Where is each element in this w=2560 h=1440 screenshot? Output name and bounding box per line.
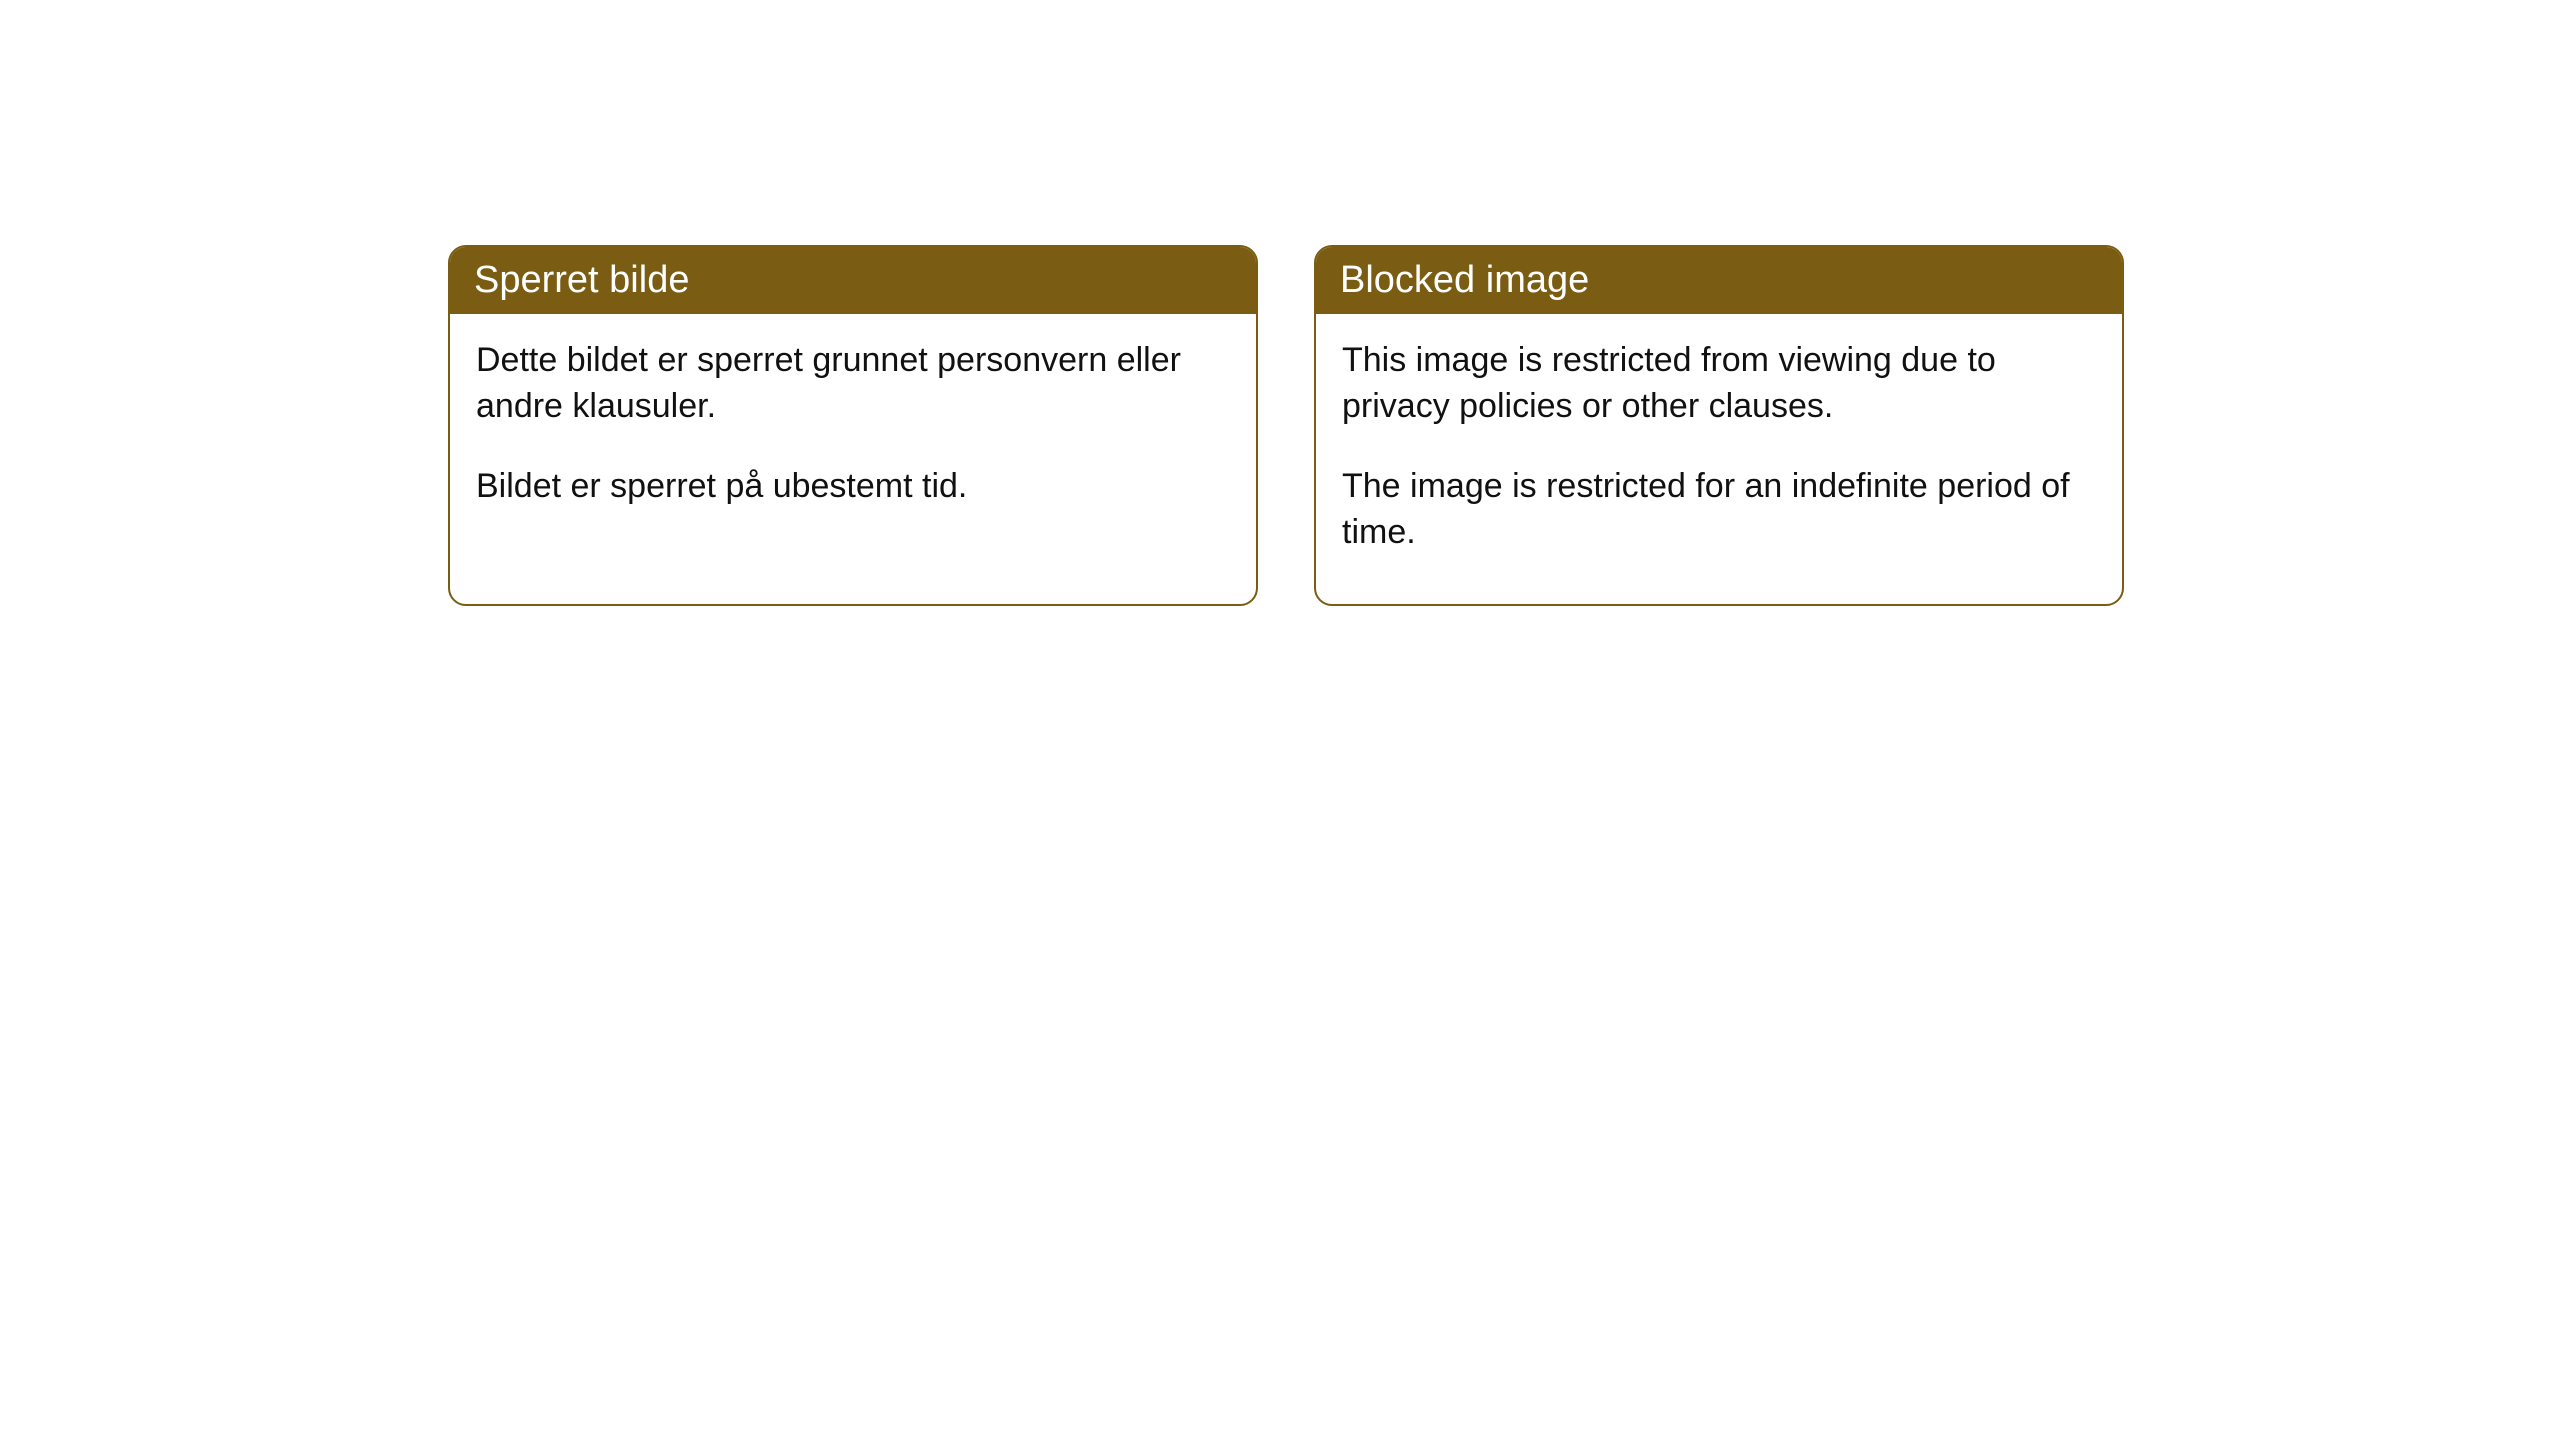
card-paragraph: Dette bildet er sperret grunnet personve…	[476, 338, 1230, 430]
notice-card-norwegian: Sperret bilde Dette bildet er sperret gr…	[448, 245, 1258, 606]
card-title: Blocked image	[1316, 247, 2122, 314]
notice-card-english: Blocked image This image is restricted f…	[1314, 245, 2124, 606]
card-paragraph: This image is restricted from viewing du…	[1342, 338, 2096, 430]
card-paragraph: The image is restricted for an indefinit…	[1342, 464, 2096, 556]
card-title: Sperret bilde	[450, 247, 1256, 314]
card-body: This image is restricted from viewing du…	[1316, 314, 2122, 604]
notice-cards-container: Sperret bilde Dette bildet er sperret gr…	[448, 245, 2560, 606]
card-paragraph: Bildet er sperret på ubestemt tid.	[476, 464, 1230, 510]
card-body: Dette bildet er sperret grunnet personve…	[450, 314, 1256, 558]
